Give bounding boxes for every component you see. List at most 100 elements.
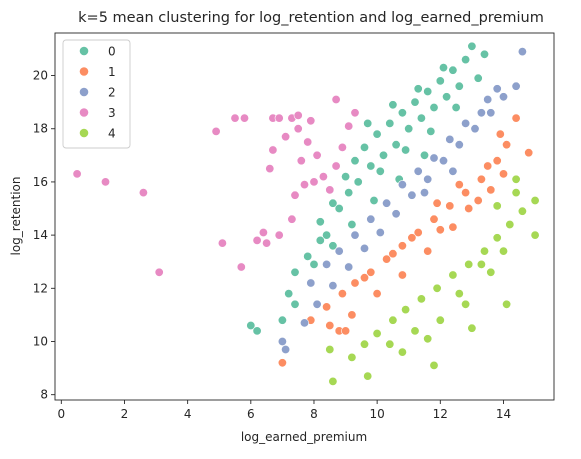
point-cluster-3-32 <box>309 177 319 187</box>
y-tick-label-2: 12 <box>33 281 48 295</box>
point-cluster-4-8 <box>429 360 439 370</box>
legend: 0 1 2 3 4 <box>62 39 131 149</box>
point-cluster-1-21 <box>397 270 407 280</box>
point-cluster-3-5 <box>217 238 227 248</box>
plot-frame <box>54 32 555 401</box>
point-cluster-2-18 <box>492 84 502 94</box>
point-cluster-3-26 <box>325 185 335 195</box>
point-cluster-4-32 <box>511 188 521 198</box>
point-cluster-0-16 <box>429 103 439 113</box>
point-cluster-0-43 <box>438 63 448 73</box>
point-cluster-0-34 <box>344 188 354 198</box>
point-cluster-4-23 <box>410 326 420 336</box>
point-cluster-0-25 <box>290 299 300 309</box>
point-cluster-2-11 <box>438 156 448 166</box>
point-cluster-0-14 <box>479 49 489 59</box>
point-cluster-3-23 <box>306 116 316 126</box>
point-cluster-4-27 <box>476 259 486 269</box>
point-cluster-1-16 <box>524 148 534 158</box>
point-cluster-3-7 <box>240 113 250 123</box>
point-cluster-4-6 <box>401 305 411 315</box>
point-cluster-4-9 <box>432 283 442 293</box>
point-cluster-0-0 <box>315 217 325 227</box>
point-cluster-3-30 <box>344 121 354 131</box>
point-cluster-0-32 <box>442 92 452 102</box>
y-axis: 8 10 12 14 16 18 20 <box>33 69 55 402</box>
point-cluster-0-18 <box>378 150 388 160</box>
point-cluster-3-24 <box>312 150 322 160</box>
y-tick-label-5: 18 <box>33 122 48 136</box>
point-cluster-4-13 <box>492 233 502 243</box>
point-cluster-0-41 <box>388 100 398 110</box>
point-cluster-0-31 <box>416 113 426 123</box>
point-cluster-1-9 <box>429 214 439 224</box>
point-cluster-0-19 <box>353 177 363 187</box>
point-cluster-2-13 <box>470 124 480 134</box>
point-cluster-0-13 <box>467 41 477 51</box>
x-tick-label-4: 8 <box>310 407 318 421</box>
chart-title: k=5 mean clustering for log_retention an… <box>78 10 544 26</box>
point-cluster-4-21 <box>461 299 471 309</box>
point-cluster-3-17 <box>293 110 303 120</box>
x-tick-label-3: 6 <box>247 407 255 421</box>
legend-marker-4 <box>79 128 89 138</box>
point-cluster-1-14 <box>502 140 512 150</box>
point-cluster-1-4 <box>350 278 360 288</box>
y-tick-label-1: 10 <box>33 334 48 348</box>
point-cluster-1-19 <box>448 222 458 232</box>
point-cluster-0-20 <box>334 204 344 214</box>
point-cluster-2-5 <box>344 262 354 272</box>
point-cluster-3-8 <box>236 262 246 272</box>
point-cluster-1-15 <box>511 113 521 123</box>
point-cluster-0-33 <box>322 230 332 240</box>
point-cluster-4-11 <box>464 259 474 269</box>
point-cluster-1-24 <box>325 320 335 330</box>
point-cluster-0-9 <box>423 87 433 97</box>
x-axis-label: log_earned_premium <box>241 430 367 444</box>
point-cluster-1-26 <box>341 326 351 336</box>
point-cluster-2-28 <box>461 118 471 128</box>
point-cluster-0-30 <box>391 140 401 150</box>
point-cluster-2-10 <box>423 174 433 184</box>
point-cluster-2-25 <box>306 278 316 288</box>
point-cluster-0-28 <box>277 315 287 325</box>
point-cluster-1-10 <box>445 201 455 211</box>
point-cluster-1-18 <box>473 196 483 206</box>
point-cluster-0-1 <box>328 198 338 208</box>
point-cluster-4-31 <box>467 323 477 333</box>
point-cluster-4-16 <box>530 196 540 206</box>
point-cluster-0-11 <box>448 65 458 75</box>
point-cluster-0-4 <box>359 142 369 152</box>
point-cluster-1-22 <box>372 289 382 299</box>
point-cluster-1-20 <box>423 246 433 256</box>
point-cluster-4-30 <box>397 347 407 357</box>
point-cluster-4-26 <box>454 289 464 299</box>
legend-marker-2 <box>79 87 89 97</box>
point-cluster-0-12 <box>461 55 471 65</box>
point-cluster-1-3 <box>337 289 347 299</box>
point-cluster-2-4 <box>328 281 338 291</box>
point-cluster-2-0 <box>277 336 287 346</box>
point-cluster-0-15 <box>454 81 464 91</box>
point-cluster-4-22 <box>435 315 445 325</box>
point-cluster-3-19 <box>290 190 300 200</box>
point-cluster-0-37 <box>426 126 436 136</box>
point-cluster-3-18 <box>296 156 306 166</box>
point-cluster-3-31 <box>350 108 360 118</box>
point-cluster-1-0 <box>277 358 287 368</box>
point-cluster-4-28 <box>498 246 508 256</box>
point-cluster-1-30 <box>407 233 417 243</box>
point-cluster-2-33 <box>448 166 458 176</box>
point-cluster-4-14 <box>505 220 515 230</box>
point-cluster-3-15 <box>281 132 291 142</box>
point-cluster-2-19 <box>476 108 486 118</box>
point-cluster-0-7 <box>397 108 407 118</box>
point-cluster-3-6 <box>230 113 240 123</box>
legend-box <box>62 39 131 149</box>
point-cluster-4-25 <box>359 339 369 349</box>
point-cluster-1-34 <box>483 161 493 171</box>
point-cluster-1-7 <box>397 241 407 251</box>
point-cluster-2-9 <box>407 190 417 200</box>
point-cluster-1-13 <box>492 156 502 166</box>
